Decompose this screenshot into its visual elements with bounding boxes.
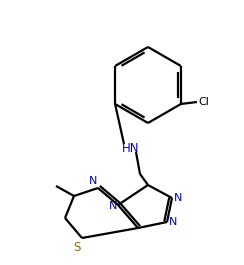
Text: N: N <box>174 193 182 203</box>
Text: S: S <box>74 241 81 254</box>
Text: Cl: Cl <box>198 97 209 107</box>
Text: N: N <box>169 217 177 227</box>
Text: N: N <box>109 201 117 211</box>
Text: HN: HN <box>122 142 140 154</box>
Text: N: N <box>89 176 97 186</box>
